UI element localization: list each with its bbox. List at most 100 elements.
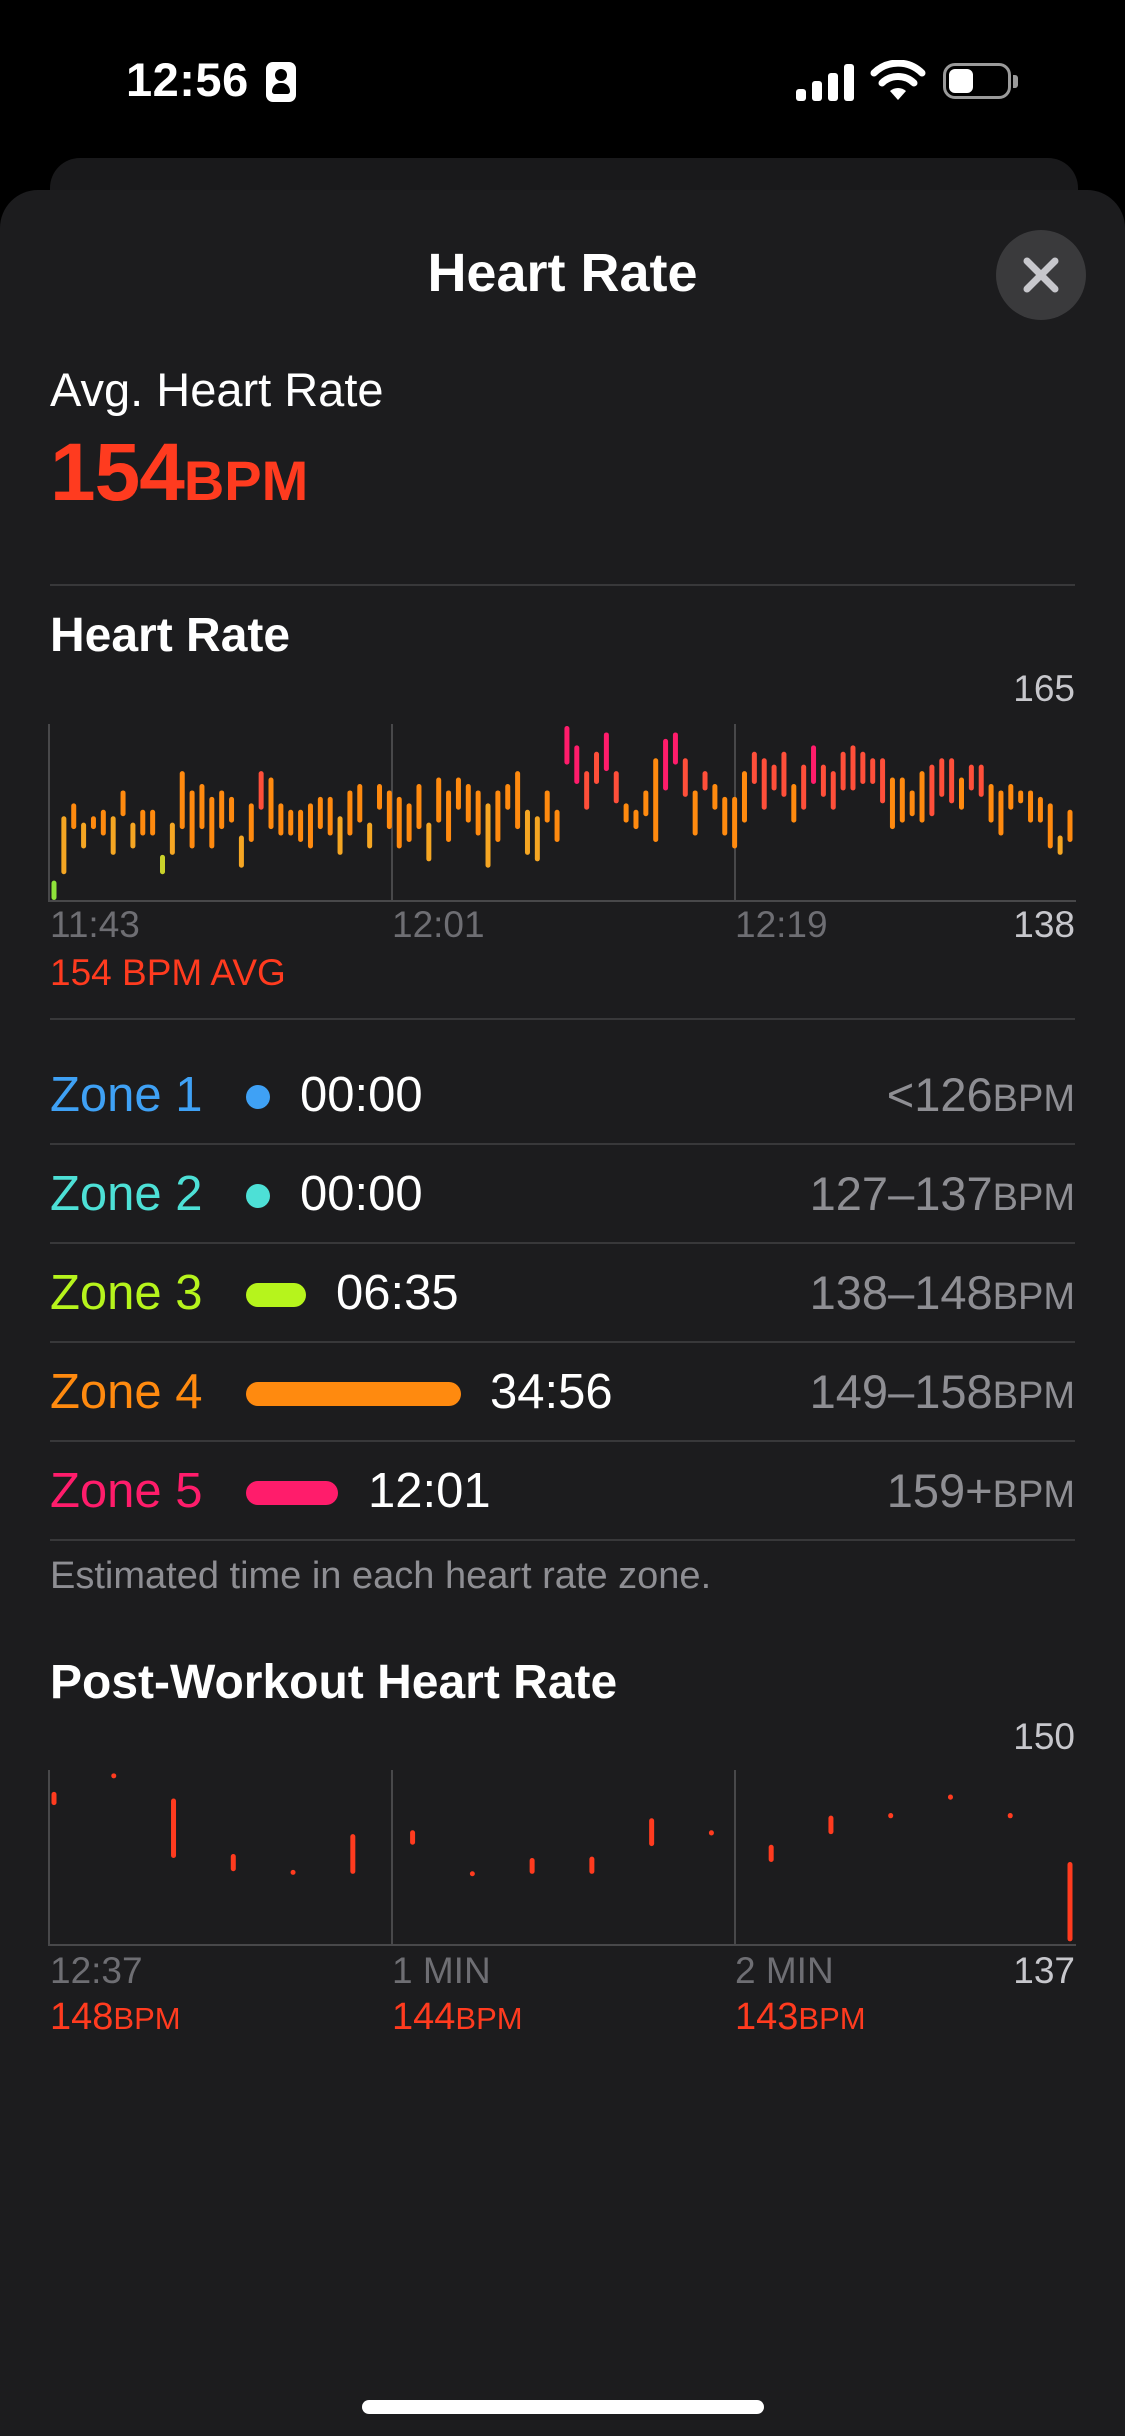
close-button[interactable] [996, 230, 1086, 320]
chart-bar [61, 816, 67, 875]
chart-bar [258, 771, 264, 810]
chart-bar [278, 803, 284, 836]
zone-range-unit: BPM [992, 1474, 1075, 1516]
post-chart-x-label-3: 2 MIN [735, 1950, 834, 1991]
chart-bar [791, 784, 797, 823]
status-time: 12:56 [126, 53, 249, 106]
chart-bar [768, 1844, 774, 1862]
battery-icon [943, 63, 1019, 101]
hr-chart-x-label-3: 12:19 [735, 904, 828, 945]
chart-bar [1067, 809, 1073, 842]
zone-range: <126BPM [887, 1067, 1075, 1122]
chart-bar [949, 758, 955, 804]
chart-bar [248, 803, 254, 842]
chart-bar [367, 822, 373, 849]
post-chart-y-min-label: 137 [1013, 1950, 1075, 1991]
chart-bar [909, 790, 915, 817]
marker-value: 144 [392, 1996, 456, 2038]
zone-row-4: Zone 4 34:56 149–158BPM [50, 1344, 1075, 1442]
chart-bar [998, 790, 1004, 836]
divider [50, 1539, 1075, 1541]
chart-bar [1028, 790, 1034, 823]
cellular-signal-icon [796, 63, 854, 101]
chart-bar [169, 822, 175, 855]
hr-chart-x-label-1: 11:43 [50, 904, 140, 945]
zone-bar [246, 1283, 306, 1307]
chart-bar [71, 803, 77, 830]
zone-name: Zone 3 [50, 1266, 203, 1320]
chart-bar [850, 745, 856, 791]
chart-bar [179, 771, 185, 830]
chart-bar [722, 796, 728, 836]
zone-row-1: Zone 1 00:00 <126BPM [50, 1047, 1075, 1145]
chart-bar [209, 796, 215, 849]
chart-bar [350, 1834, 356, 1874]
chart-bar [347, 790, 353, 836]
chart-bar [603, 732, 609, 772]
zone-range-unit: BPM [992, 1276, 1075, 1318]
chart-bar [811, 745, 817, 784]
chart-bar [564, 726, 570, 765]
chart-bar [199, 784, 205, 830]
chart-bar [653, 758, 659, 842]
chart-bar [51, 880, 57, 900]
chart-bar [771, 764, 777, 791]
chart-bar [899, 777, 905, 823]
zone-row-2: Zone 2 00:00 127–137BPM [50, 1146, 1075, 1244]
chart-bar [1018, 790, 1024, 804]
chart-bar [692, 790, 698, 836]
chart-bar [623, 803, 629, 823]
chart-bar [416, 784, 422, 830]
chart-bar [524, 809, 530, 855]
chart-bar [978, 764, 984, 797]
chart-bar [958, 777, 964, 810]
divider [50, 1440, 1075, 1442]
chart-bar [712, 784, 718, 810]
chart-bar [140, 809, 146, 836]
contact-badge-icon [266, 62, 296, 102]
chart-bar [682, 758, 688, 797]
zone-range: 127–137BPM [810, 1166, 1075, 1221]
chart-bar [230, 1854, 236, 1872]
zones-footnote: Estimated time in each heart rate zone. [50, 1555, 712, 1597]
chart-bar [1057, 835, 1063, 855]
chart-bar [238, 835, 244, 868]
hr-chart-y-min-label: 138 [1013, 904, 1075, 945]
home-indicator[interactable] [362, 2400, 764, 2414]
chart-bar [589, 1856, 595, 1874]
chart-bar [298, 809, 304, 842]
marker-unit: BPM [455, 2001, 523, 2036]
zone-range: 138–148BPM [810, 1265, 1075, 1320]
chart-bar [672, 732, 678, 765]
chart-bar [594, 751, 600, 784]
chart-bar [90, 816, 96, 830]
marker-value: 143 [735, 1996, 799, 2038]
post-workout-title: Post-Workout Heart Rate [50, 1656, 618, 1709]
chart-bar [505, 784, 511, 810]
zone-range-value: 149–158 [809, 1365, 993, 1418]
divider [50, 1242, 1075, 1244]
chart-bar [219, 790, 225, 830]
chart-bar [554, 809, 560, 842]
post-chart-marker-3: 143BPM [735, 1996, 866, 2039]
chart-bar [189, 790, 195, 849]
hr-chart-x-label-2: 12:01 [392, 904, 485, 945]
chart-bar [860, 751, 866, 784]
chart-bar [820, 764, 826, 797]
chart-bar [110, 816, 116, 855]
chart-bar [436, 777, 442, 823]
marker-value: 148 [50, 1996, 114, 2038]
chart-bar [968, 764, 974, 791]
chart-bar [469, 1871, 475, 1877]
chart-bar [889, 777, 895, 830]
chart-bar [130, 822, 136, 849]
chart-bar [160, 854, 166, 875]
chart-bar [307, 803, 313, 849]
chart-bar [396, 796, 402, 849]
avg-heart-rate-unit: BPM [183, 449, 309, 512]
chart-bar [495, 790, 501, 842]
marker-unit: BPM [113, 2001, 181, 2036]
chart-bar [171, 1798, 177, 1858]
chart-bar [327, 796, 333, 836]
chart-bar [515, 771, 521, 830]
